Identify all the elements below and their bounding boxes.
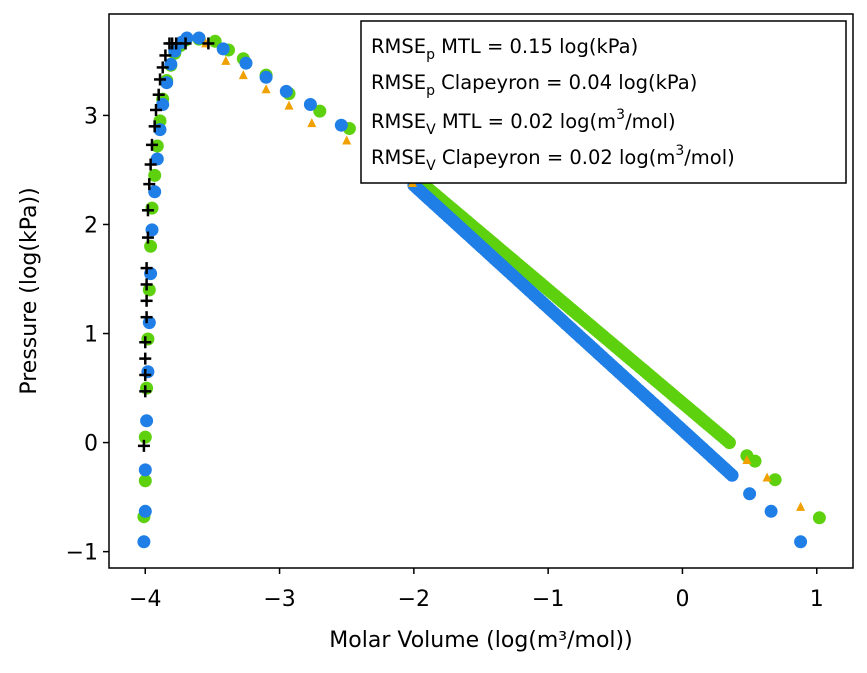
x-axis-label: Molar Volume (log(m³/mol)) xyxy=(329,628,632,653)
mtl-vapor-point xyxy=(259,70,273,84)
axis-ticks: −4 −3 −2 −1 0 1 −1 0 1 2 3 xyxy=(66,104,824,612)
experimental-vapor-point xyxy=(742,455,752,464)
mtl-vapor-point xyxy=(239,56,253,70)
clapeyron-vapor-point xyxy=(768,473,782,487)
mtl-vapor-point xyxy=(725,468,739,482)
mtl-vapor-point xyxy=(794,535,808,549)
mtl-liquid-point xyxy=(140,414,154,428)
mtl-liquid-point xyxy=(138,463,152,477)
experimental-liquid-point xyxy=(148,120,161,133)
experimental-vapor-point xyxy=(238,70,248,80)
x-tick-label: 0 xyxy=(675,587,689,612)
experimental-liquid-point xyxy=(159,49,172,62)
experimental-liquid-point xyxy=(179,37,192,50)
experimental-vapor-point xyxy=(307,118,317,128)
experimental-liquid-point xyxy=(140,294,153,307)
mtl-liquid-point xyxy=(150,152,164,166)
y-tick-label: 2 xyxy=(84,213,98,238)
experimental-liquid-point xyxy=(154,73,167,86)
experimental-liquid-point xyxy=(145,138,158,151)
experimental-liquid-point xyxy=(139,385,152,398)
mtl-vapor-point xyxy=(764,504,778,518)
x-tick-label: −4 xyxy=(129,587,161,612)
clapeyron-vapor-point xyxy=(722,436,736,450)
mtl-vapor-point xyxy=(279,84,293,98)
mtl-liquid-point xyxy=(137,535,151,549)
clapeyron-liquid-point xyxy=(144,239,158,253)
experimental-liquid-point xyxy=(140,311,153,324)
mtl-liquid-point xyxy=(141,365,155,379)
clapeyron-vapor-point xyxy=(812,511,826,525)
experimental-liquid-point xyxy=(140,262,153,275)
experimental-liquid-point xyxy=(141,204,154,217)
annotation-box: RMSEp MTL = 0.15 log(kPa) RMSEp Clapeyron… xyxy=(360,20,847,184)
clapeyron-liquid-point xyxy=(138,430,152,444)
plot-frame xyxy=(108,13,854,569)
annotation-line: RMSEp Clapeyron = 0.04 log(kPa) xyxy=(371,71,697,99)
mtl-liquid-point xyxy=(138,504,152,518)
mtl-vapor-point xyxy=(334,118,348,132)
experimental-liquid-point xyxy=(139,336,152,349)
experimental-liquid-point xyxy=(139,368,152,381)
y-axis-label: Pressure (log(kPa)) xyxy=(17,187,42,394)
annotation-line: RMSEV Clapeyron = 0.02 log(m3/mol) xyxy=(371,143,735,174)
mtl-vapor-point xyxy=(216,42,230,56)
experimental-vapor-point xyxy=(221,55,231,65)
annotation-frame xyxy=(360,20,847,184)
experimental-vapor-point xyxy=(284,100,294,110)
mtl-liquid-point xyxy=(180,31,194,45)
experimental-liquid-point xyxy=(156,61,169,74)
y-tick-label: 3 xyxy=(84,104,98,129)
x-tick-label: 1 xyxy=(810,587,824,612)
clapeyron-liquid-point xyxy=(140,381,154,395)
data-points xyxy=(137,31,826,549)
x-tick-label: −3 xyxy=(263,587,295,612)
experimental-liquid-point xyxy=(202,37,215,50)
clapeyron-liquid-point xyxy=(138,474,152,488)
x-tick-label: −2 xyxy=(398,587,430,612)
experimental-vapor-point xyxy=(762,472,772,482)
experimental-liquid-point xyxy=(140,278,153,291)
annotation-lines: RMSEp MTL = 0.15 log(kPa) RMSEp Clapeyron… xyxy=(371,35,735,174)
experimental-liquid-point xyxy=(143,178,156,191)
mtl-liquid-point xyxy=(160,76,174,90)
experimental-liquid-point xyxy=(150,103,163,116)
x-tick-label: −1 xyxy=(532,587,564,612)
experimental-vapor-point xyxy=(261,84,271,94)
y-tick-label: −1 xyxy=(66,541,98,566)
experimental-liquid-point xyxy=(139,352,152,365)
mtl-liquid-point xyxy=(148,185,162,199)
experimental-vapor-point xyxy=(796,501,806,511)
experimental-liquid-point xyxy=(137,439,150,452)
y-tick-label: 0 xyxy=(84,432,98,457)
mtl-vapor-point xyxy=(303,98,317,111)
clapeyron-vapor-point xyxy=(748,454,762,468)
clapeyron-liquid-point xyxy=(141,332,155,346)
y-tick-label: 1 xyxy=(84,323,98,348)
experimental-liquid-point xyxy=(141,231,154,244)
experimental-liquid-point xyxy=(152,88,165,101)
experimental-vapor-point xyxy=(342,135,352,145)
clapeyron-liquid-point xyxy=(148,168,162,182)
annotation-line: RMSEV MTL = 0.02 log(m3/mol) xyxy=(371,107,676,138)
mtl-vapor-point xyxy=(192,31,206,45)
mtl-liquid-point xyxy=(156,98,170,111)
annotation-line: RMSEp MTL = 0.15 log(kPa) xyxy=(371,35,638,63)
experimental-liquid-point xyxy=(144,158,157,171)
mtl-vapor-point xyxy=(743,487,757,501)
clapeyron-vapor-point xyxy=(313,104,327,118)
